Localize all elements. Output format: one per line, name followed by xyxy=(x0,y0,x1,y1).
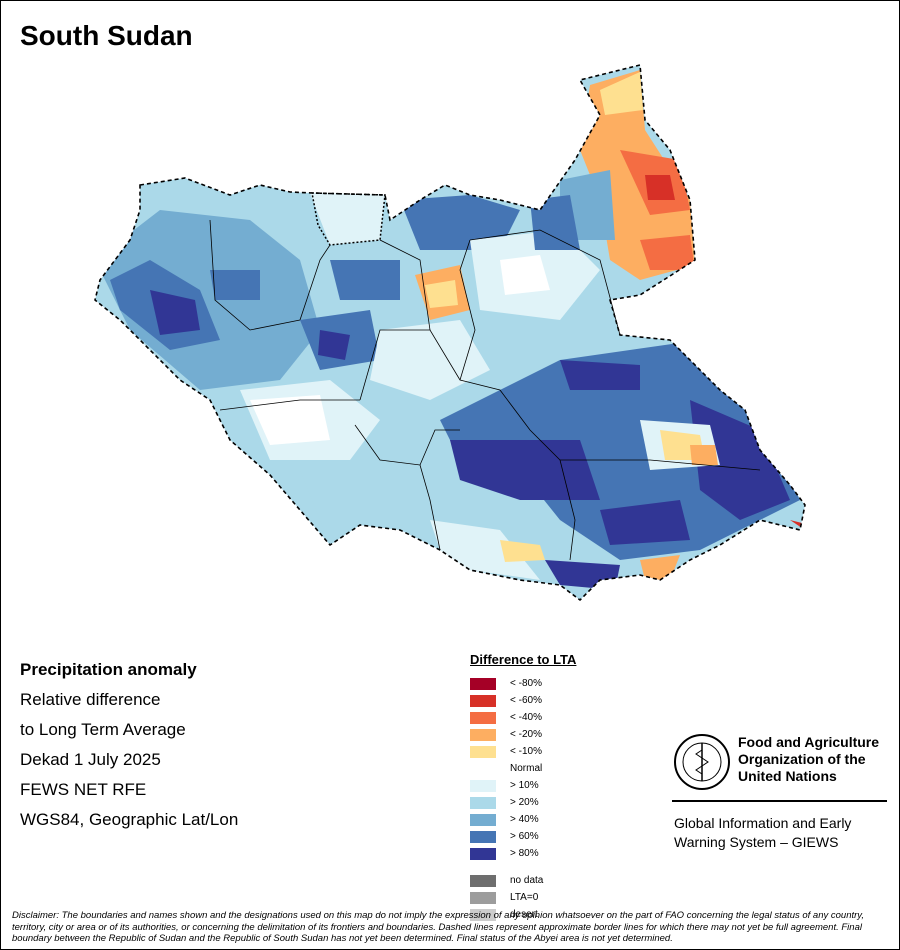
legend-label: > 60% xyxy=(510,831,539,842)
legend-swatch xyxy=(470,728,496,741)
legend-items: < -80% < -60% < -40% < -20% < -10% Normal > 10… xyxy=(470,675,576,862)
giews-line: Global Information and Early xyxy=(674,815,852,831)
legend-label: Normal xyxy=(510,763,543,774)
disclaimer: Disclaimer: The boundaries and names sho… xyxy=(12,910,864,944)
legend-swatch xyxy=(470,711,496,724)
fao-divider xyxy=(672,800,887,802)
legend-row: < -20% xyxy=(470,726,576,743)
legend-label: < -80% xyxy=(510,678,542,689)
info-heading: Precipitation anomaly xyxy=(20,660,197,679)
legend-row: > 10% xyxy=(470,777,576,794)
legend-label: > 10% xyxy=(510,780,539,791)
legend-label: < -40% xyxy=(510,712,542,723)
legend-row: > 60% xyxy=(470,828,576,845)
info-line: FEWS NET RFE xyxy=(20,780,147,799)
legend-label: > 40% xyxy=(510,814,539,825)
legend-swatch xyxy=(470,847,496,860)
fao-name-line: Organization of the xyxy=(738,751,866,767)
map-title: South Sudan xyxy=(20,20,193,51)
legend-swatch xyxy=(470,891,496,904)
legend-label: LTA=0 xyxy=(510,892,539,903)
legend-row: < -60% xyxy=(470,692,576,709)
legend-row: < -10% xyxy=(470,743,576,760)
legend-row: no data xyxy=(470,872,576,889)
legend-swatch xyxy=(470,745,496,758)
fao-name-line: Food and Agriculture xyxy=(738,734,880,750)
legend-row: > 80% xyxy=(470,845,576,862)
legend-label: > 80% xyxy=(510,848,539,859)
legend-swatch xyxy=(470,677,496,690)
legend-label: < -60% xyxy=(510,695,542,706)
legend-swatch xyxy=(470,874,496,887)
legend-row: LTA=0 xyxy=(470,889,576,906)
legend-label: < -10% xyxy=(510,746,542,757)
abyei-boundary xyxy=(311,192,386,246)
legend-swatch xyxy=(470,694,496,707)
legend-row: desert xyxy=(470,906,576,923)
legend-label: desert xyxy=(510,909,538,920)
legend-row: < -80% xyxy=(470,675,576,692)
country-boundary xyxy=(94,63,806,602)
giews-line: Warning System – GIEWS xyxy=(674,834,839,850)
legend-label: < -20% xyxy=(510,729,542,740)
fao-name-line: United Nations xyxy=(738,768,837,784)
fao-name: Food and Agriculture Organization of the… xyxy=(738,734,879,785)
legend-label: > 20% xyxy=(510,797,539,808)
legend-row: > 20% xyxy=(470,794,576,811)
legend-swatch xyxy=(470,796,496,809)
info-line: to Long Term Average xyxy=(20,720,186,739)
legend-swatch xyxy=(470,813,496,826)
legend-row: > 40% xyxy=(470,811,576,828)
map-info: Precipitation anomaly Relative differenc… xyxy=(20,655,238,835)
legend-swatch xyxy=(470,779,496,792)
legend: Difference to LTA < -80% < -60% < -40% < -2… xyxy=(470,652,576,923)
giews-text: Global Information and Early Warning Sys… xyxy=(674,814,851,852)
legend-extra-items: no data LTA=0 desert xyxy=(470,872,576,923)
anomaly-raster xyxy=(95,65,805,600)
info-line: Dekad 1 July 2025 xyxy=(20,750,161,769)
anomaly-map xyxy=(94,63,806,602)
legend-label: no data xyxy=(510,875,544,886)
legend-title: Difference to LTA xyxy=(470,652,577,667)
legend-row: < -40% xyxy=(470,709,576,726)
legend-swatch xyxy=(470,830,496,843)
fao-logo xyxy=(674,734,730,790)
info-line: Relative difference xyxy=(20,690,161,709)
info-line: WGS84, Geographic Lat/Lon xyxy=(20,810,239,829)
legend-row: Normal xyxy=(470,760,576,777)
legend-swatch xyxy=(470,908,496,921)
legend-swatch xyxy=(470,762,496,775)
state-boundaries xyxy=(209,219,761,561)
